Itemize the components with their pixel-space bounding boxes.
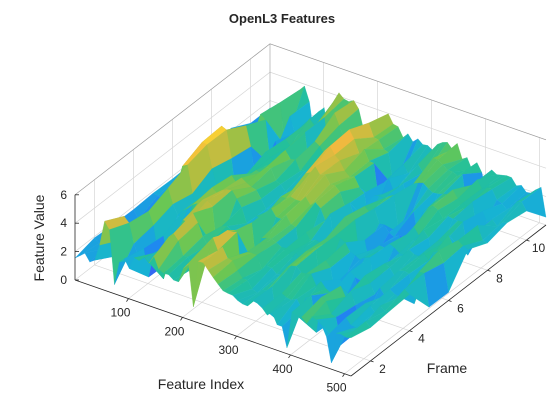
z-axis-label: Feature Value (31, 194, 47, 281)
x-axis-line (74, 279, 352, 377)
y-tick-label: 6 (457, 302, 464, 316)
y-tick-label: 4 (418, 332, 425, 346)
x-tick-label: 400 (272, 362, 292, 376)
x-tick-label: 500 (327, 381, 347, 395)
z-tick-label: 4 (60, 216, 67, 230)
y-tick-label: 2 (379, 362, 386, 376)
x-tick-label: 200 (164, 324, 184, 338)
z-tick-label: 6 (60, 188, 67, 202)
x-tick-label: 100 (110, 306, 130, 320)
y-tick-label: 10 (532, 241, 546, 255)
y-tick-label: 8 (496, 271, 503, 285)
y-axis-label: Frame (427, 360, 468, 376)
x-axis-label: Feature Index (158, 376, 244, 392)
surface-patch (345, 321, 371, 338)
surface-mesh (74, 85, 547, 364)
z-tick-label: 2 (60, 245, 67, 259)
chart-title: OpenL3 Features (229, 11, 335, 26)
z-tick-label: 0 (60, 273, 67, 287)
x-tick-label: 300 (218, 343, 238, 357)
